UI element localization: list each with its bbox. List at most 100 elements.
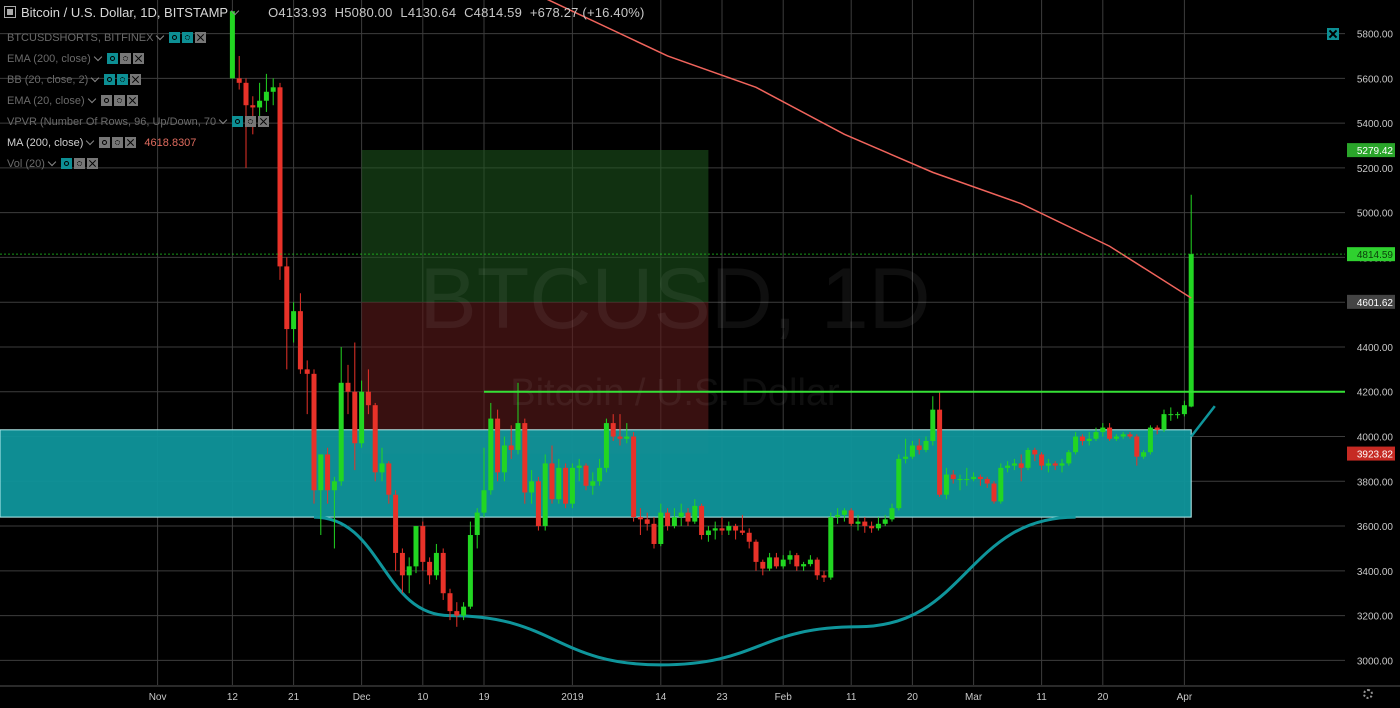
- change-value: +678.27 (+16.40%): [529, 4, 645, 20]
- open-value: O4133.93: [268, 4, 327, 20]
- candle-body: [610, 423, 616, 437]
- indicator-row[interactable]: VPVR (Number Of Rows, 96, Up/Down, 70: [7, 111, 271, 132]
- candle: [699, 503, 705, 540]
- candle-body: [1032, 449, 1038, 455]
- indicator-row[interactable]: EMA (20, close): [7, 90, 271, 111]
- gear-icon[interactable]: [113, 95, 125, 106]
- candle-body: [603, 423, 609, 468]
- indicator-label[interactable]: VPVR (Number Of Rows, 96, Up/Down, 70: [7, 115, 217, 128]
- candle: [1127, 432, 1133, 439]
- candle: [617, 414, 623, 446]
- eye-icon[interactable]: [100, 95, 112, 106]
- candle: [998, 463, 1004, 504]
- candle: [291, 302, 297, 343]
- candle: [828, 512, 834, 580]
- eye-icon[interactable]: [232, 116, 244, 127]
- chevron-down-icon[interactable]: [91, 73, 100, 83]
- chevron-down-icon[interactable]: [218, 115, 228, 125]
- y-tick-label: 5200.00: [1357, 164, 1394, 175]
- candle-body: [753, 541, 759, 562]
- candle: [461, 602, 467, 621]
- candle: [1168, 407, 1174, 421]
- candle-body: [719, 528, 725, 531]
- chevron-down-icon[interactable]: [87, 94, 96, 104]
- candle: [1100, 423, 1106, 437]
- candle: [875, 517, 881, 531]
- close-icon[interactable]: [258, 116, 270, 127]
- eye-icon[interactable]: [169, 32, 181, 43]
- symbol-icon: [4, 6, 16, 18]
- indicator-label[interactable]: EMA (20, close): [7, 94, 85, 107]
- chevron-down-icon[interactable]: [86, 136, 95, 146]
- indicator-row[interactable]: Vol (20): [7, 153, 271, 174]
- chevron-down-icon[interactable]: [156, 31, 165, 41]
- ohlc-readout: O4133.93 H5080.00 L4130.64 C4814.59 +678…: [268, 5, 648, 20]
- candle: [1181, 400, 1187, 417]
- gear-icon[interactable]: [117, 74, 129, 85]
- candle: [930, 396, 936, 446]
- eye-icon[interactable]: [106, 53, 118, 64]
- candle: [787, 550, 793, 565]
- indicator-row[interactable]: EMA (200, close): [7, 48, 271, 69]
- y-tick-label: 3600.00: [1357, 522, 1394, 533]
- indicator-row[interactable]: BTCUSDSHORTS, BITFINEX: [7, 27, 271, 48]
- indicator-label[interactable]: BB (20, close, 2): [7, 73, 89, 86]
- candle: [773, 552, 779, 569]
- indicator-row[interactable]: MA (200, close) 4618.8307: [7, 132, 271, 153]
- candle-body: [699, 505, 705, 536]
- candle: [610, 414, 616, 441]
- indicator-list: BTCUSDSHORTS, BITFINEX EMA (200, close) …: [7, 27, 271, 174]
- symbol-header[interactable]: Bitcoin / U.S. Dollar, 1D, BITSTAMP O413…: [4, 3, 649, 21]
- candle: [814, 557, 820, 580]
- indicator-label[interactable]: MA (200, close): [7, 136, 84, 149]
- eye-icon[interactable]: [104, 74, 116, 85]
- candle-body: [828, 517, 834, 578]
- close-icon[interactable]: [126, 95, 138, 106]
- gear-icon[interactable]: [245, 116, 257, 127]
- eye-icon[interactable]: [99, 137, 111, 148]
- indicator-label[interactable]: BTCUSDSHORTS, BITFINEX: [7, 31, 154, 44]
- gear-icon[interactable]: [182, 32, 194, 43]
- indicator-row[interactable]: BB (20, close, 2): [7, 69, 271, 90]
- indicator-label[interactable]: EMA (200, close): [7, 52, 91, 65]
- close-icon[interactable]: [86, 158, 98, 169]
- gear-icon[interactable]: [73, 158, 85, 169]
- candle-body: [1011, 463, 1017, 466]
- close-icon[interactable]: [132, 53, 144, 64]
- close-icon[interactable]: [195, 32, 207, 43]
- price-tag-bg: [1347, 294, 1395, 309]
- gear-icon[interactable]: [1363, 689, 1373, 699]
- candle: [365, 369, 371, 415]
- eye-icon[interactable]: [60, 158, 72, 169]
- candle: [229, 11, 235, 79]
- candle: [399, 548, 405, 594]
- collapse-icon[interactable]: [1327, 28, 1339, 40]
- candle-body: [1127, 434, 1133, 437]
- candle: [848, 508, 854, 527]
- chevron-down-icon[interactable]: [47, 157, 57, 167]
- gear-icon[interactable]: [112, 137, 124, 148]
- candle-body: [651, 523, 657, 544]
- chevron-down-icon[interactable]: [230, 6, 240, 15]
- candle-body: [535, 481, 541, 527]
- candle: [406, 557, 412, 594]
- close-icon[interactable]: [125, 137, 137, 148]
- candle-body: [386, 463, 392, 495]
- candle: [637, 508, 643, 536]
- candle: [420, 521, 426, 571]
- indicator-label[interactable]: Vol (20): [7, 157, 45, 170]
- price-tag-label: 4814.59: [1357, 250, 1394, 261]
- watermark-symbol: BTCUSD, 1D: [419, 251, 930, 347]
- symbol-title[interactable]: Bitcoin / U.S. Dollar, 1D, BITSTAMP: [21, 4, 229, 20]
- candle: [964, 467, 970, 486]
- candle-body: [461, 606, 467, 616]
- chevron-down-icon[interactable]: [93, 52, 103, 62]
- candle-body: [583, 465, 589, 486]
- candle: [957, 474, 963, 491]
- candle: [535, 476, 541, 531]
- gear-icon[interactable]: [119, 53, 131, 64]
- ma-200-line: [546, 0, 1192, 299]
- candle-body: [957, 479, 963, 481]
- close-icon[interactable]: [130, 74, 142, 85]
